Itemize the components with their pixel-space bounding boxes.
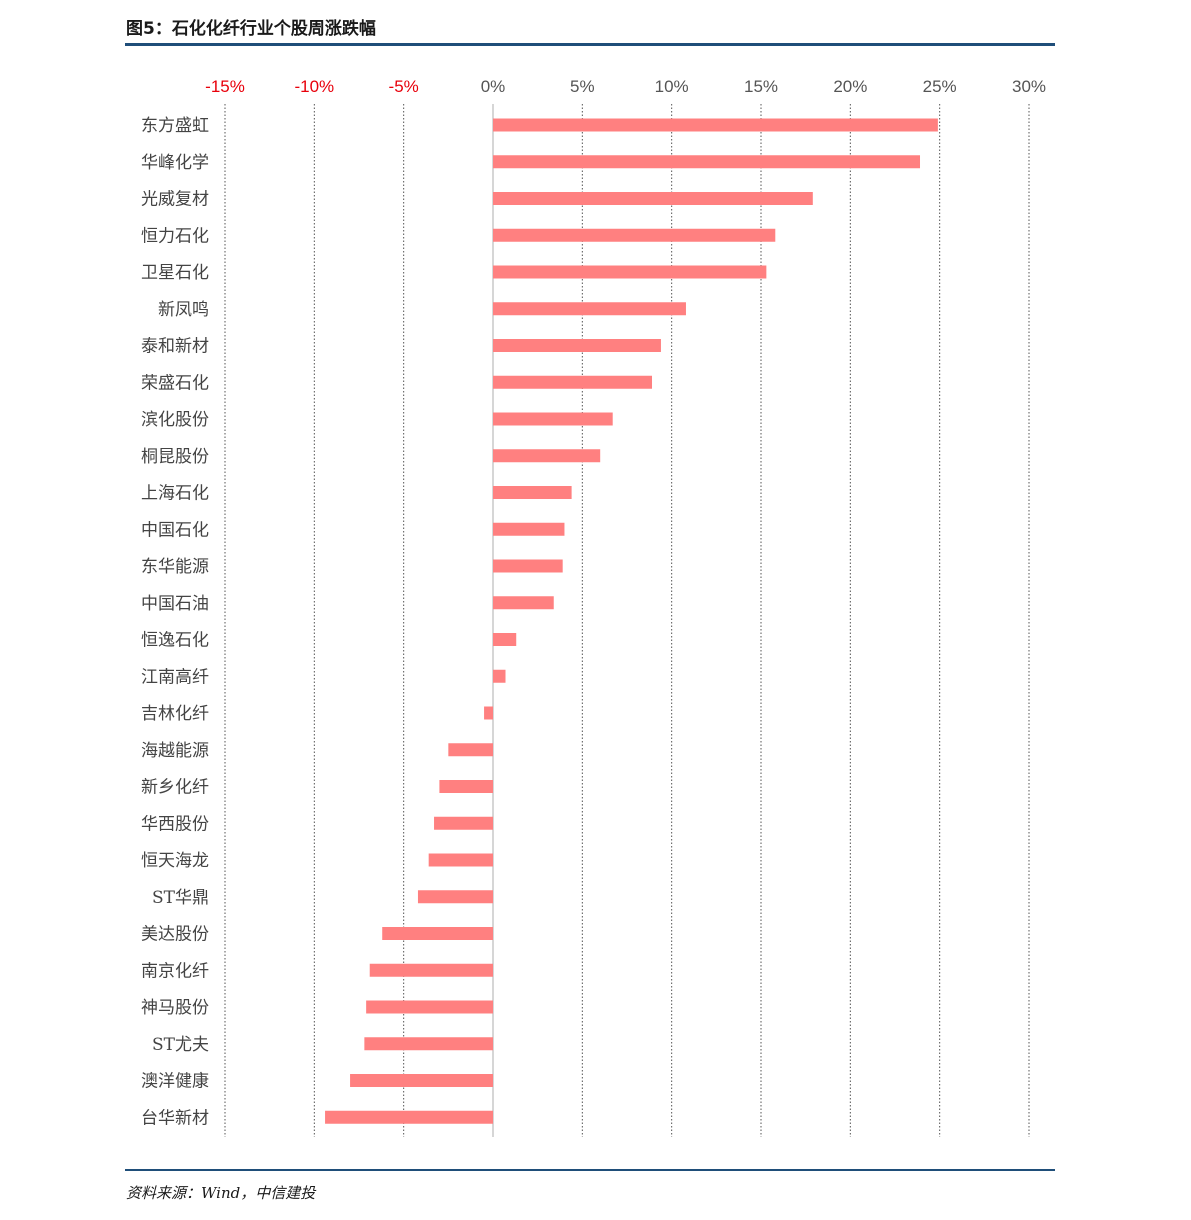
x-tick-label: 15% [744, 77, 778, 96]
bar [439, 780, 493, 793]
category-label: 东华能源 [141, 557, 209, 577]
category-label: 新乡化纤 [141, 778, 209, 798]
bar [493, 265, 767, 279]
category-label: 华西股份 [141, 814, 209, 834]
x-tick-label: 30% [1012, 77, 1046, 96]
x-tick-label: 0% [481, 77, 506, 96]
bar [493, 486, 572, 499]
bar [493, 633, 517, 646]
x-tick-label: -15% [205, 77, 245, 96]
bar [493, 596, 554, 610]
category-label: 中国石化 [141, 520, 209, 540]
category-label: 台华新材 [141, 1108, 209, 1128]
bar [484, 706, 493, 720]
bar [369, 963, 493, 977]
x-tick-label: 25% [923, 77, 957, 96]
category-label: 恒天海龙 [141, 851, 209, 871]
category-label: 华峰化学 [141, 153, 209, 173]
category-label: 滨化股份 [141, 410, 209, 430]
bar [493, 559, 563, 573]
bar [448, 743, 493, 757]
category-label: 美达股份 [141, 925, 209, 945]
bar [493, 192, 813, 205]
bar [325, 1110, 493, 1124]
category-label: 中国石油 [141, 594, 209, 614]
category-label: 泰和新材 [141, 337, 209, 357]
category-label: 江南高纤 [141, 667, 209, 687]
x-tick-label: -5% [389, 77, 419, 96]
category-label: 神马股份 [141, 998, 209, 1018]
category-label: 南京化纤 [141, 961, 209, 981]
x-tick-label: 5% [570, 77, 595, 96]
category-labels: 东方盛虹华峰化学光威复材恒力石化卫星石化新凤鸣泰和新材荣盛石化滨化股份桐昆股份上… [141, 116, 209, 1128]
x-tick-labels: -15% -10% -5% 0% 5% 10% 15% 20% 25% 30% [205, 77, 1046, 96]
bar [493, 339, 661, 352]
x-tick-label: 20% [833, 77, 867, 96]
top-rule [125, 43, 1055, 46]
bar [493, 155, 921, 169]
category-label: 海越能源 [141, 741, 209, 761]
category-label: 吉林化纤 [141, 704, 209, 724]
bar [382, 927, 493, 940]
source-note: 资料来源：Wind，中信建投 [126, 1184, 316, 1202]
bar [428, 853, 493, 867]
bar [493, 412, 613, 426]
category-label: 荣盛石化 [141, 373, 209, 393]
category-label: ST华鼎 [152, 888, 209, 908]
bar [366, 1000, 493, 1014]
category-label: 恒逸石化 [141, 631, 209, 651]
bar [493, 228, 776, 242]
bar [493, 669, 506, 683]
bar [493, 302, 686, 316]
bar [493, 375, 653, 389]
bar [350, 1074, 493, 1087]
category-label: 光威复材 [141, 190, 209, 210]
bar [493, 522, 565, 536]
bar [417, 890, 493, 904]
grid-layer [224, 104, 1030, 1137]
category-label: 澳洋健康 [141, 1072, 209, 1092]
category-label: 东方盛虹 [141, 116, 209, 136]
x-tick-label: -10% [294, 77, 334, 96]
bottom-rule [125, 1169, 1055, 1171]
figure-title: 图5：石化化纤行业个股周涨跌幅 [126, 19, 376, 39]
bar [364, 1037, 493, 1051]
category-label: 新凤鸣 [158, 300, 209, 320]
category-label: 桐昆股份 [141, 447, 209, 467]
bars [325, 118, 938, 1124]
category-label: 上海石化 [141, 484, 209, 504]
x-tick-label: 10% [655, 77, 689, 96]
category-label: 卫星石化 [141, 263, 209, 283]
bar [493, 118, 938, 132]
bar [493, 449, 601, 463]
category-label: 恒力石化 [141, 226, 209, 246]
category-label: ST尤夫 [152, 1035, 209, 1055]
bar [434, 816, 493, 830]
